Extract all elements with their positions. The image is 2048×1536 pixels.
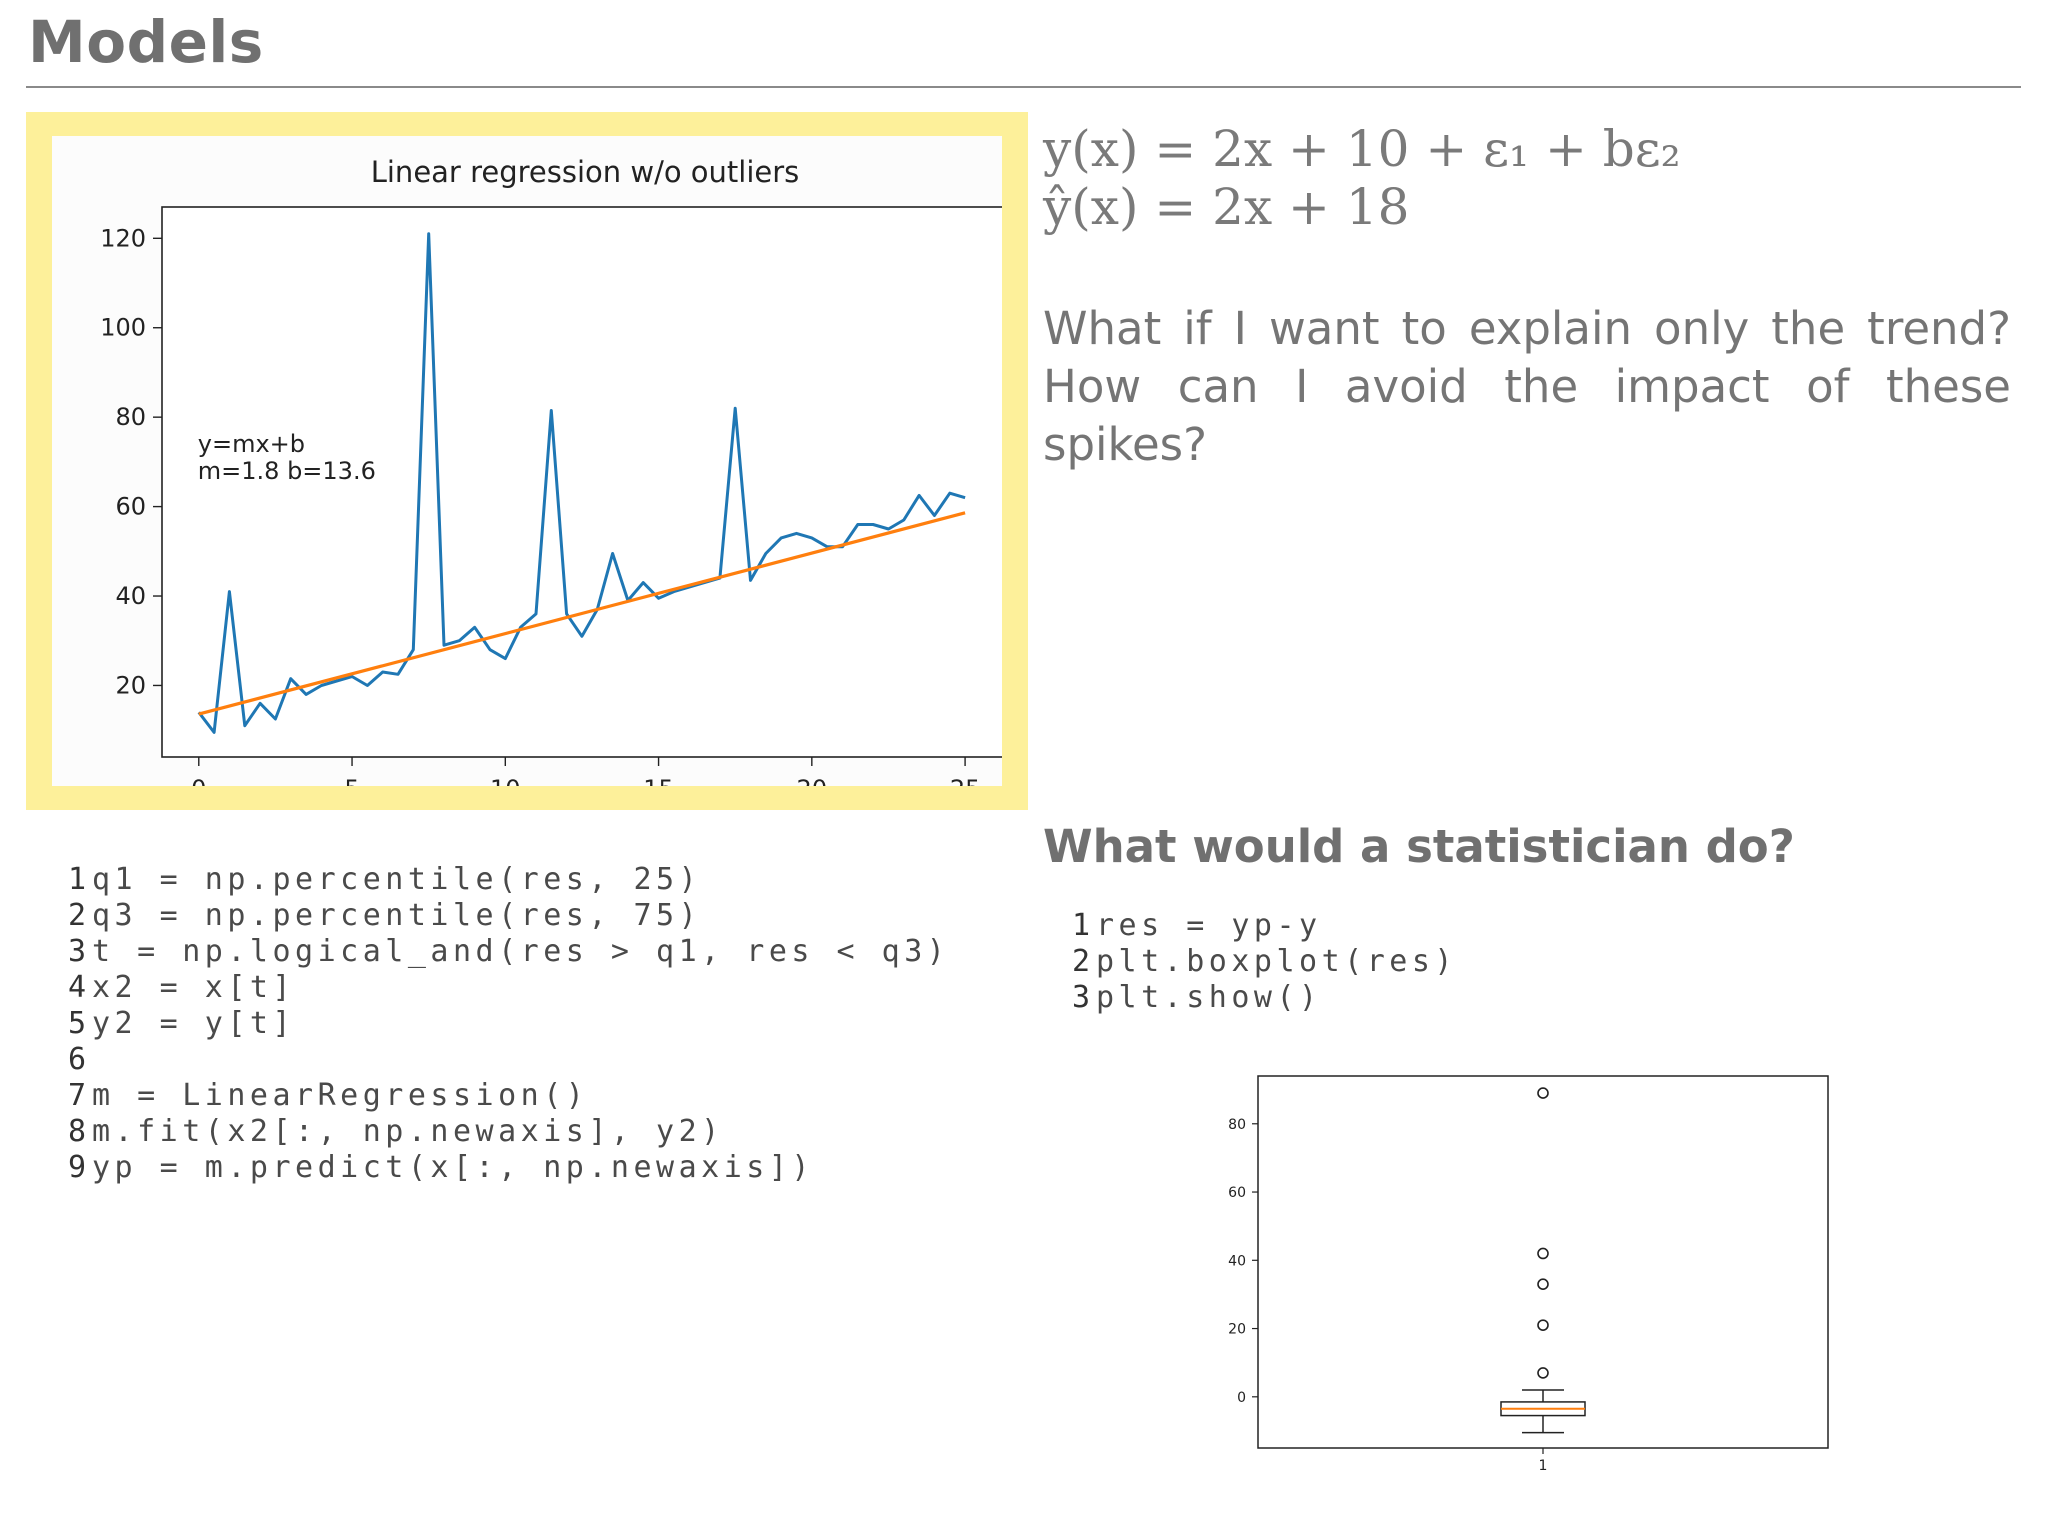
code-text: plt.boxplot(res): [1096, 944, 1457, 979]
line-number: 6: [67, 1042, 86, 1077]
code-line: 2 q3 = np.percentile(res, 75): [60, 898, 949, 934]
y-tick-label: 80: [1228, 1117, 1246, 1133]
code-line: 1 res = yp-y: [1064, 908, 1457, 944]
line-number: 4: [67, 970, 86, 1005]
line-number: 7: [67, 1078, 86, 1113]
question-text: What if I want to explain only the trend…: [1043, 300, 2011, 474]
x-tick-label: 10: [490, 775, 521, 786]
x-tick-label: 25: [950, 775, 981, 786]
y-tick-label: 0: [1237, 1390, 1246, 1406]
y-tick-label: 40: [115, 582, 146, 610]
code-line: 6: [60, 1042, 949, 1078]
x-tick-label: 15: [643, 775, 674, 786]
line-number: 3: [67, 934, 86, 969]
x-tick-label: 5: [344, 775, 359, 786]
x-tick-label: 0: [191, 775, 206, 786]
chart-highlight-frame: Linear regression w/o outliers 0 5 10 15 20 25…: [26, 112, 1028, 810]
y-tick-label: 100: [100, 314, 146, 342]
equation-fitted-model: ŷ(x) = 2x + 18: [1043, 178, 1410, 236]
title-divider: [26, 86, 2021, 88]
code-text: m.fit(x2[:, np.newaxis], y2): [92, 1114, 724, 1149]
code-listing-boxplot: 1 res = yp-y 2 plt.boxplot(res) 3 plt.show(): [1064, 908, 1457, 1016]
line-number: 1: [67, 862, 86, 897]
code-line: 5 y2 = y[t]: [60, 1006, 949, 1042]
code-text: x2 = x[t]: [92, 970, 296, 1005]
code-line: 1 q1 = np.percentile(res, 25): [60, 862, 949, 898]
y-tick-label: 60: [115, 493, 146, 521]
y-tick-label: 80: [115, 403, 146, 431]
code-line: 2 plt.boxplot(res): [1064, 944, 1457, 980]
plot-area: [161, 206, 1002, 758]
outlier-point: [1537, 1319, 1549, 1331]
code-line: 4 x2 = x[t]: [60, 970, 949, 1006]
code-text: plt.show(): [1096, 980, 1322, 1015]
regression-chart: Linear regression w/o outliers 0 5 10 15 20 25…: [100, 155, 1002, 786]
chart-title: Linear regression w/o outliers: [371, 155, 800, 189]
slide-title: Models: [28, 8, 264, 76]
question-line-1: What if I want to explain only the trend…: [1043, 302, 2011, 355]
regression-chart-panel: Linear regression w/o outliers 0 5 10 15 20 25…: [52, 136, 1002, 786]
equation-true-model: y(x) = 2x + 10 + ε₁ + bε₂: [1043, 120, 1681, 178]
fit-annotation-line2: m=1.8 b=13.6: [198, 457, 376, 485]
outlier-point: [1537, 1278, 1549, 1290]
y-tick-label: 60: [1228, 1185, 1246, 1201]
question-line-2: How can I avoid the impact of these spik…: [1043, 360, 2011, 471]
code-text: m = LinearRegression(): [92, 1078, 589, 1113]
code-line: 3 plt.show(): [1064, 980, 1457, 1016]
line-number: 2: [67, 898, 86, 933]
code-text: t = np.logical_and(res > q1, res < q3): [92, 934, 950, 969]
line-number: 3: [1071, 980, 1090, 1015]
statistician-heading: What would a statistician do?: [1043, 820, 1795, 873]
code-line: 9 yp = m.predict(x[:, np.newaxis]): [60, 1150, 949, 1186]
outlier-point: [1537, 1247, 1549, 1260]
x-tick-label: 1: [1539, 1458, 1548, 1474]
x-tick-label: 20: [797, 775, 828, 786]
line-number: 9: [67, 1150, 86, 1185]
line-number: 2: [1071, 944, 1090, 979]
fit-line: [198, 511, 966, 716]
code-line: 8 m.fit(x2[:, np.newaxis], y2): [60, 1114, 949, 1150]
fit-annotation-line1: y=mx+b: [198, 430, 305, 458]
code-text: res = yp-y: [1096, 908, 1322, 943]
code-text: q1 = np.percentile(res, 25): [92, 862, 702, 897]
code-text: q3 = np.percentile(res, 75): [92, 898, 702, 933]
code-listing-filter: 1 q1 = np.percentile(res, 25) 2 q3 = np.per…: [60, 862, 949, 1186]
plot-area: [1257, 1075, 1829, 1449]
line-number: 8: [67, 1114, 86, 1149]
code-text: y2 = y[t]: [92, 1006, 296, 1041]
line-number: 5: [67, 1006, 86, 1041]
y-tick-label: 20: [1228, 1322, 1246, 1338]
y-tick-label: 120: [100, 224, 146, 252]
line-number: 1: [1071, 908, 1090, 943]
y-tick-label: 40: [1228, 1253, 1246, 1269]
outlier-point: [1537, 1367, 1549, 1379]
code-text: yp = m.predict(x[:, np.newaxis]): [92, 1150, 814, 1185]
y-tick-label: 20: [115, 671, 146, 699]
outlier-point: [1537, 1087, 1549, 1099]
model-equations: y(x) = 2x + 10 + ε₁ + bε₂ ŷ(x) = 2x + 18: [1043, 120, 1681, 236]
boxplot-chart: 0 20 40 60 80 1: [1228, 1075, 1829, 1474]
